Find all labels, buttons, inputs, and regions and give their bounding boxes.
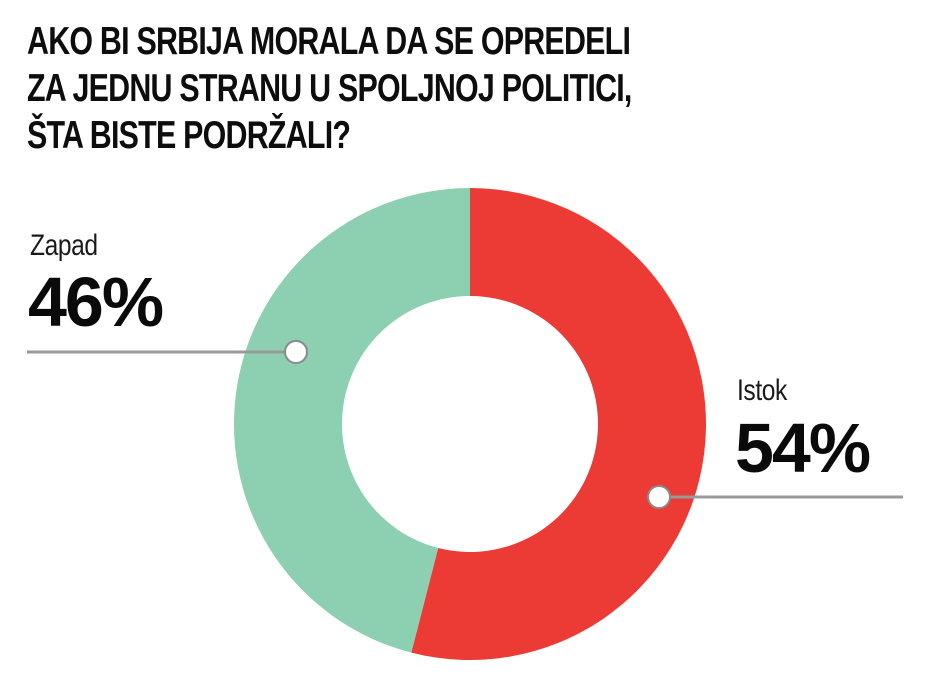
zapad-label: Zapad [30, 229, 98, 262]
donut-slice-istok [411, 188, 706, 660]
istok-marker [647, 485, 671, 509]
istok-label: Istok [737, 374, 787, 407]
zapad-marker [284, 340, 308, 364]
title-line-3: ŠTA BISTE PODRŽALI? [27, 114, 351, 157]
zapad-value: 46% [28, 263, 164, 341]
title-line-1: AKO BI SRBIJA MORALA DA SE OPREDELI [27, 20, 631, 63]
donut-slices [233, 188, 706, 660]
title-line-2: ZA JEDNU STRANU U SPOLJNOJ POLITICI, [27, 67, 632, 110]
istok-value: 54% [735, 409, 871, 487]
donut-slice-zapad [233, 188, 470, 653]
chart-title: AKO BI SRBIJA MORALA DA SE OPREDELI ZA J… [27, 18, 632, 159]
